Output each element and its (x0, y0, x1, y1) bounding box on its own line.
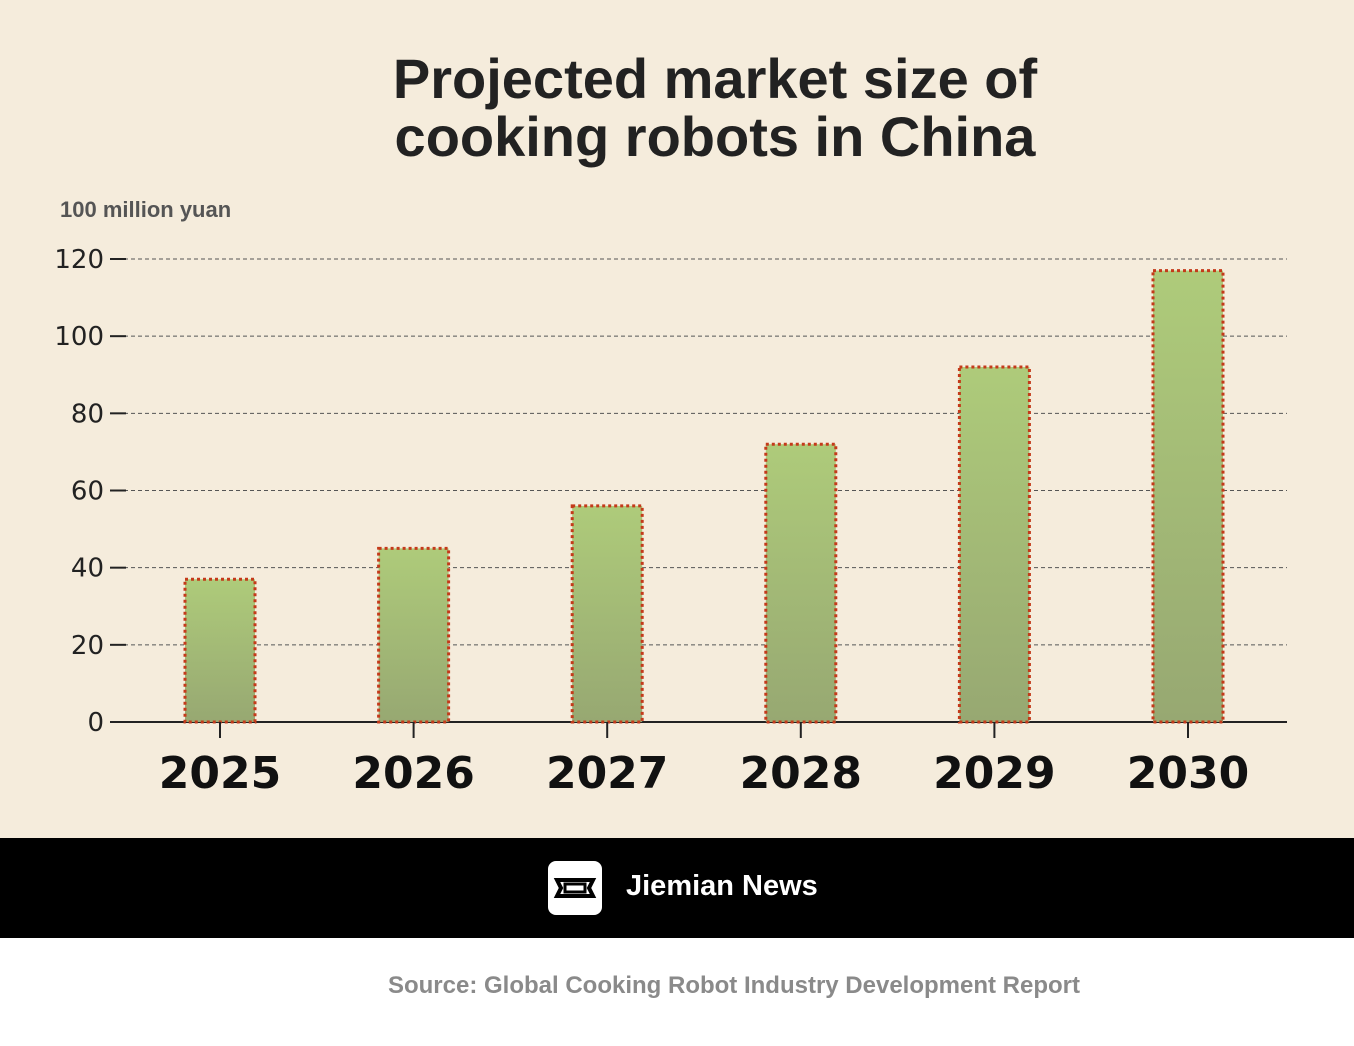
unit-label: 100 million yuan (60, 197, 232, 222)
y-axis: 0 20 40 60 80 100 120 (54, 245, 1287, 738)
y-tick-label: 0 (87, 708, 104, 738)
y-tick-label: 120 (54, 245, 104, 275)
bar-2030 (1151, 269, 1225, 724)
bar-chart: 0 20 40 60 80 100 120 2025 2026 2027 2028 2029 2030 (54, 245, 1287, 799)
bar-2027 (570, 504, 644, 724)
y-tick-label: 60 (71, 477, 104, 507)
y-tick-label: 20 (71, 631, 104, 661)
grid-lines (110, 258, 1287, 646)
chart-title: Projected market size of cooking robots … (0, 50, 1354, 166)
x-tick-label: 2025 (159, 748, 281, 799)
bar-2025 (183, 577, 257, 724)
bar-2026 (377, 546, 451, 724)
x-tick-label: 2030 (1127, 748, 1249, 799)
x-tick-label: 2029 (933, 748, 1055, 799)
brand-name: Jiemian News (626, 870, 818, 902)
y-tick-label: 100 (54, 322, 104, 352)
x-tick-label: 2028 (740, 748, 862, 799)
bar-2028 (764, 442, 838, 724)
x-tick-label: 2026 (352, 748, 474, 799)
bars (183, 269, 1225, 724)
title-line-1: Projected market size of (392, 47, 1038, 110)
y-tick-label: 80 (71, 399, 104, 429)
source-note: Source: Global Cooking Robot Industry De… (387, 972, 1081, 999)
bar-2029 (957, 365, 1031, 724)
y-tick-label: 40 (71, 554, 104, 584)
title-line-2: cooking robots in China (394, 105, 1036, 168)
x-tick-label: 2027 (546, 748, 668, 799)
footer-bar (0, 838, 1354, 938)
jiemian-logo-icon (548, 861, 602, 915)
x-axis: 2025 2026 2027 2028 2029 2030 (159, 722, 1249, 799)
